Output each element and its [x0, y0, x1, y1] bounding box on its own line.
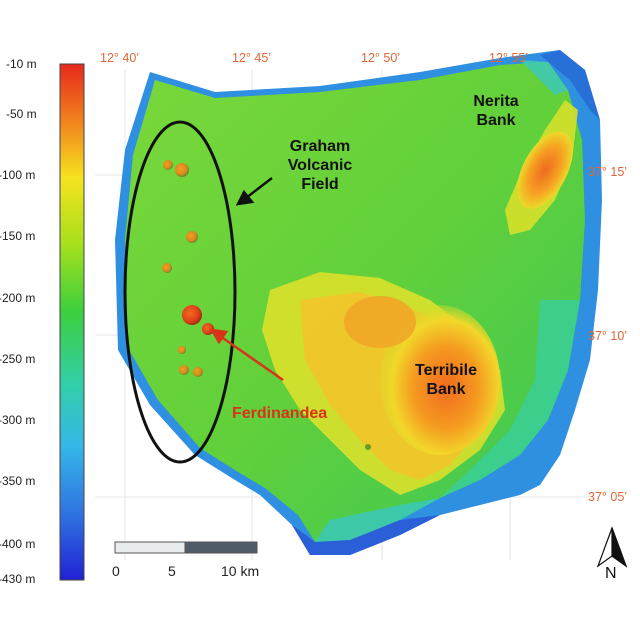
graham-field-outline — [123, 120, 237, 464]
ferdinandea-arrow — [209, 328, 284, 382]
volcanic-cones — [162, 160, 371, 450]
nerita-bank-label: Nerita Bank — [473, 93, 519, 129]
depth-label: -150 m — [0, 229, 36, 243]
longitude-label: 12° 45’ — [232, 51, 272, 65]
north-label: N — [605, 565, 617, 582]
depth-label: -50 m — [6, 107, 37, 121]
longitude-label: 12° 40’ — [100, 51, 140, 65]
graham-arrow — [235, 177, 273, 206]
latitude-label: 37° 10’ — [588, 329, 628, 343]
depth-colorbar — [59, 63, 85, 581]
depth-label: -250 m — [0, 352, 36, 366]
ferdinandea-label: Ferdinandea — [232, 405, 328, 422]
depth-label: -430 m — [0, 572, 36, 586]
scale-label: 0 — [112, 563, 120, 579]
terribile-bank-label: Terribile Bank — [415, 362, 477, 398]
scale-label: 5 — [168, 563, 176, 579]
depth-label: -300 m — [0, 413, 36, 427]
graham-volcanic-field-label: Graham Volcanic Field — [287, 138, 353, 193]
north-arrow-icon — [596, 526, 628, 568]
scale-bar — [114, 541, 258, 554]
depth-label: -200 m — [0, 291, 36, 305]
latitude-label: 37° 05’ — [588, 490, 628, 504]
ferdinandea-secondary-cone — [202, 323, 214, 335]
ferdinandea-cone — [182, 305, 202, 325]
bathymetry-area — [115, 50, 602, 555]
scale-label: 10 km — [221, 563, 260, 579]
longitude-label: 12° 55’ — [489, 51, 529, 65]
latitude-label: 37° 15’ — [588, 165, 628, 179]
depth-label: -350 m — [0, 474, 36, 488]
depth-label: -400 m — [0, 537, 36, 551]
depth-label: -10 m — [6, 57, 37, 71]
depth-label: -100 m — [0, 168, 36, 182]
longitude-label: 12° 50’ — [361, 51, 401, 65]
